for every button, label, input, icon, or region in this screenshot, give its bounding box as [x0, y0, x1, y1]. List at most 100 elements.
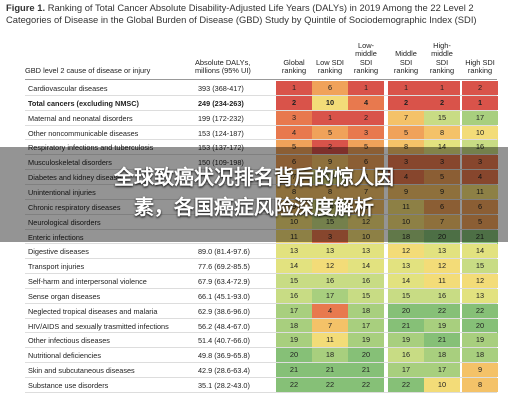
- rank-cell: 19: [388, 333, 425, 349]
- cause-label: Respiratory infections and tuberculosis: [28, 143, 154, 153]
- dalys-value: 153 (137-172): [198, 143, 244, 153]
- rank-cell: 2: [462, 81, 499, 96]
- rank-cell: 2: [388, 95, 425, 111]
- table-row: Enteric infections 11 3 10 18 20 21: [25, 229, 499, 245]
- table-row: Respiratory infections and tuberculosis 1…: [25, 140, 499, 156]
- rank-cell: 20: [276, 348, 313, 364]
- rank-cell: 9: [462, 363, 499, 379]
- dalys-value: 67.9 (63.4-72.9): [198, 277, 250, 287]
- rank-cell: 13: [462, 288, 499, 304]
- rank-cell: 2: [348, 110, 385, 126]
- rank-cell: 15: [348, 288, 385, 304]
- rank-cell: 4: [312, 303, 349, 319]
- header-global: Global ranking: [281, 57, 307, 76]
- rank-cell: 22: [276, 378, 313, 393]
- rank-cell: 19: [276, 333, 313, 349]
- header-rule: [25, 79, 497, 80]
- rank-cell: 15: [276, 274, 313, 290]
- rank-cell: 13: [312, 244, 349, 260]
- row-divider: [25, 391, 497, 393]
- rank-cell: 1: [462, 95, 499, 111]
- row-divider: [25, 124, 497, 126]
- row-divider: [25, 377, 497, 379]
- rank-cell: 14: [462, 244, 499, 260]
- table-row: Nutritional deficiencies 49.8 (36.9-65.8)…: [25, 348, 499, 364]
- rank-cell: 12: [312, 259, 349, 275]
- overlay-headline: 全球致癌状况排名背后的惊人因 素，各国癌症风险深度解析: [0, 162, 508, 222]
- row-divider: [25, 347, 497, 349]
- rank-cell: 15: [462, 259, 499, 275]
- rank-cell: 22: [312, 378, 349, 393]
- cause-label: Transport injuries: [28, 262, 85, 272]
- table-row: Sense organ diseases 66.1 (45.1-93.0) 16 17…: [25, 288, 499, 304]
- table-header: GBD level 2 cause of disease or injury A…: [0, 32, 508, 78]
- rank-cell: 21: [424, 333, 461, 349]
- rank-cell: 13: [388, 259, 425, 275]
- rank-cell: 1: [276, 81, 313, 96]
- header-high-middle-sdi: High-middle SDI ranking: [429, 40, 455, 76]
- rank-cell: 19: [424, 318, 461, 334]
- rank-cell: 5: [312, 125, 349, 141]
- overlay-band: [0, 147, 508, 242]
- dalys-value: 35.1 (28.2-43.0): [198, 381, 250, 390]
- cause-label: Neurological disorders: [28, 217, 101, 227]
- rank-cell: 17: [312, 288, 349, 304]
- row-divider: [25, 317, 497, 319]
- rank-cell: 14: [388, 274, 425, 290]
- rank-cell: 13: [276, 244, 313, 260]
- rank-cell: 17: [276, 303, 313, 319]
- cause-label: Substance use disorders: [28, 381, 109, 390]
- rank-cell: 18: [462, 348, 499, 364]
- table-row: Other noncommunicable diseases 153 (124-1…: [25, 125, 499, 141]
- rank-cell: 21: [276, 363, 313, 379]
- rank-cell: 8: [462, 378, 499, 393]
- table-row: Other infectious diseases 51.4 (40.7-66.0…: [25, 333, 499, 349]
- row-divider: [25, 258, 497, 260]
- cause-label: Enteric infections: [28, 232, 84, 242]
- rank-cell: 17: [348, 318, 385, 334]
- table-row: Substance use disorders 35.1 (28.2-43.0) 2…: [25, 378, 499, 393]
- table-row: HIV/AIDS and sexually trasmitted infecti…: [25, 318, 499, 334]
- rank-cell: 22: [462, 303, 499, 319]
- overlay-line-2: 素，各国癌症风险深度解析: [134, 195, 374, 219]
- rank-cell: 17: [462, 110, 499, 126]
- rank-cell: 18: [312, 348, 349, 364]
- cause-label: Nutritional deficiencies: [28, 351, 102, 361]
- dalys-value: 66.1 (45.1-93.0): [198, 291, 250, 301]
- cause-label: Diabetes and kidney diseases: [28, 173, 125, 183]
- cause-label: Other noncommunicable diseases: [28, 128, 139, 138]
- rank-cell: 1: [312, 110, 349, 126]
- row-divider: [25, 169, 497, 171]
- rank-cell: 16: [388, 348, 425, 364]
- table-row: Digestive diseases 89.0 (81.4-97.6) 13 13 13…: [25, 244, 499, 260]
- cause-label: Other infectious diseases: [28, 336, 110, 346]
- header-dalys: Absolute DALYs, millions (95% UI): [195, 57, 251, 76]
- cause-label: Sense organ diseases: [28, 291, 101, 301]
- dalys-value: 150 (109-198): [198, 158, 244, 168]
- rank-cell: 21: [348, 363, 385, 379]
- header-middle-sdi: Middle SDI ranking: [393, 49, 419, 76]
- row-divider: [25, 332, 497, 334]
- row-divider: [25, 243, 497, 245]
- dalys-value: 89.0 (81.4-97.6): [198, 247, 250, 257]
- header-low-middle-sdi: Low-middle SDI ranking: [353, 40, 379, 76]
- table-row: Neglected tropical diseases and malaria 6…: [25, 303, 499, 319]
- rank-cell: 22: [424, 303, 461, 319]
- dalys-value: 153 (124-187): [198, 128, 244, 138]
- cause-label: Digestive diseases: [28, 247, 89, 257]
- rank-cell: 1: [388, 81, 425, 96]
- dalys-value: 56.2 (48.4-67.0): [198, 321, 250, 331]
- rank-cell: 16: [348, 274, 385, 290]
- rank-cell: 20: [348, 348, 385, 364]
- row-divider: [25, 228, 497, 230]
- figure-title: Ranking of Total Cancer Absolute Disabil…: [6, 2, 477, 25]
- row-divider: [25, 287, 497, 289]
- rank-cell: 6: [312, 81, 349, 96]
- rank-cell: 12: [388, 244, 425, 260]
- row-divider: [25, 273, 497, 275]
- rank-cell: 20: [388, 303, 425, 319]
- rank-cell: 3: [348, 125, 385, 141]
- cause-label: Unintentional injuries: [28, 187, 96, 197]
- rank-cell: 15: [388, 288, 425, 304]
- table-row: Neurological disorders 10 15 12 10 7 5: [25, 214, 499, 230]
